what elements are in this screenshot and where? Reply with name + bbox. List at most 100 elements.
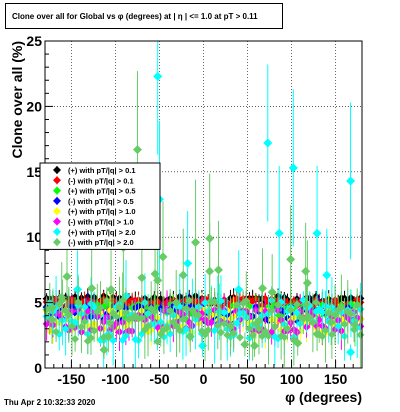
data-point bbox=[248, 297, 257, 306]
x-axis-label: φ (degrees) bbox=[285, 389, 362, 405]
legend-marker bbox=[53, 238, 61, 247]
legend-label: (+) with pT/|q| > 0.5 bbox=[68, 187, 136, 196]
legend-marker bbox=[53, 176, 61, 185]
legend-box bbox=[39, 162, 161, 250]
data-point bbox=[77, 322, 86, 331]
data-point bbox=[182, 304, 191, 313]
data-point bbox=[153, 337, 162, 346]
legend-entry: (+) with pT/|q| > 1.0 bbox=[53, 207, 136, 216]
data-point bbox=[283, 324, 292, 333]
data-point bbox=[171, 298, 181, 308]
data-point bbox=[137, 273, 147, 283]
y-tick-label: 20 bbox=[26, 98, 42, 114]
data-point bbox=[185, 296, 194, 305]
data-point bbox=[280, 333, 289, 342]
data-point bbox=[301, 266, 311, 276]
data-point bbox=[235, 333, 244, 342]
data-point bbox=[205, 266, 215, 276]
data-point bbox=[242, 296, 251, 305]
data-point bbox=[210, 326, 219, 335]
data-point bbox=[327, 303, 336, 312]
data-point bbox=[73, 285, 83, 295]
data-point bbox=[229, 329, 238, 338]
series-8 bbox=[42, 71, 365, 368]
data-point bbox=[150, 308, 159, 317]
data-point bbox=[331, 310, 340, 319]
data-point bbox=[340, 320, 349, 329]
data-point bbox=[163, 324, 172, 333]
x-tick-label: 150 bbox=[324, 371, 348, 387]
data-point bbox=[112, 312, 121, 321]
data-point bbox=[312, 228, 322, 238]
x-tick-label: -50 bbox=[149, 371, 169, 387]
legend-marker bbox=[53, 207, 61, 216]
data-point bbox=[263, 138, 273, 148]
data-point bbox=[67, 322, 76, 331]
data-point bbox=[318, 308, 327, 317]
data-point bbox=[267, 287, 277, 297]
data-point bbox=[346, 310, 355, 319]
data-point bbox=[207, 318, 216, 327]
data-point bbox=[191, 237, 201, 247]
data-point bbox=[80, 302, 89, 311]
legend-marker bbox=[53, 227, 61, 236]
y-tick-label: 15 bbox=[26, 164, 42, 180]
data-point bbox=[166, 306, 175, 315]
legend-label: (-) with pT/|q| > 0.1 bbox=[68, 176, 134, 185]
data-point bbox=[223, 331, 232, 340]
data-point bbox=[166, 329, 175, 338]
legend-label: (-) with pT/|q| > 2.0 bbox=[68, 238, 134, 247]
data-point bbox=[115, 303, 124, 312]
legend-entry: (-) with pT/|q| > 2.0 bbox=[53, 238, 134, 247]
data-point bbox=[326, 317, 336, 327]
data-point bbox=[248, 331, 257, 340]
data-point bbox=[302, 300, 311, 309]
data-point bbox=[250, 341, 260, 351]
data-point bbox=[273, 300, 282, 309]
data-point bbox=[245, 324, 254, 333]
data-point bbox=[308, 318, 317, 327]
data-point bbox=[80, 317, 89, 326]
data-point bbox=[175, 326, 184, 335]
data-point bbox=[106, 285, 116, 295]
data-point bbox=[57, 292, 67, 302]
data-point bbox=[158, 252, 168, 262]
data-point bbox=[153, 275, 163, 285]
data-point bbox=[204, 326, 213, 335]
x-tick-label: 0 bbox=[200, 371, 208, 387]
data-point bbox=[234, 285, 244, 295]
legend-entry: (+) with pT/|q| > 0.5 bbox=[53, 186, 136, 196]
data-point bbox=[267, 306, 276, 315]
legend-entry: (-) with pT/|q| > 0.5 bbox=[53, 196, 134, 206]
data-point bbox=[293, 338, 303, 348]
legend-label: (-) with pT/|q| > 1.0 bbox=[68, 218, 134, 227]
data-point bbox=[334, 322, 343, 331]
legend-label: (-) with pT/|q| > 0.5 bbox=[68, 197, 134, 206]
data-point bbox=[48, 303, 57, 312]
data-point bbox=[213, 321, 222, 330]
data-point bbox=[216, 328, 225, 337]
data-point bbox=[293, 300, 302, 309]
data-point bbox=[226, 321, 236, 331]
data-point bbox=[312, 329, 322, 339]
data-point bbox=[71, 334, 80, 343]
legend-marker bbox=[53, 196, 61, 205]
data-point bbox=[153, 71, 163, 81]
legend-entry: (+) with pT/|q| > 2.0 bbox=[53, 227, 136, 237]
data-point bbox=[62, 271, 72, 281]
data-point bbox=[312, 298, 321, 307]
data-point bbox=[302, 278, 312, 288]
data-point bbox=[220, 319, 229, 328]
data-point bbox=[99, 345, 109, 355]
y-tick-label: 10 bbox=[26, 229, 42, 245]
data-point bbox=[213, 265, 223, 275]
y-tick-label: 0 bbox=[34, 360, 42, 376]
x-tick-label: -150 bbox=[57, 371, 85, 387]
legend-entry: (-) with pT/|q| > 0.1 bbox=[53, 176, 134, 185]
data-point bbox=[293, 328, 302, 337]
y-tick-label: 25 bbox=[26, 33, 42, 49]
data-point bbox=[322, 270, 332, 280]
legend-entry: (-) with pT/|q| > 1.0 bbox=[53, 217, 134, 227]
data-point bbox=[350, 320, 360, 330]
